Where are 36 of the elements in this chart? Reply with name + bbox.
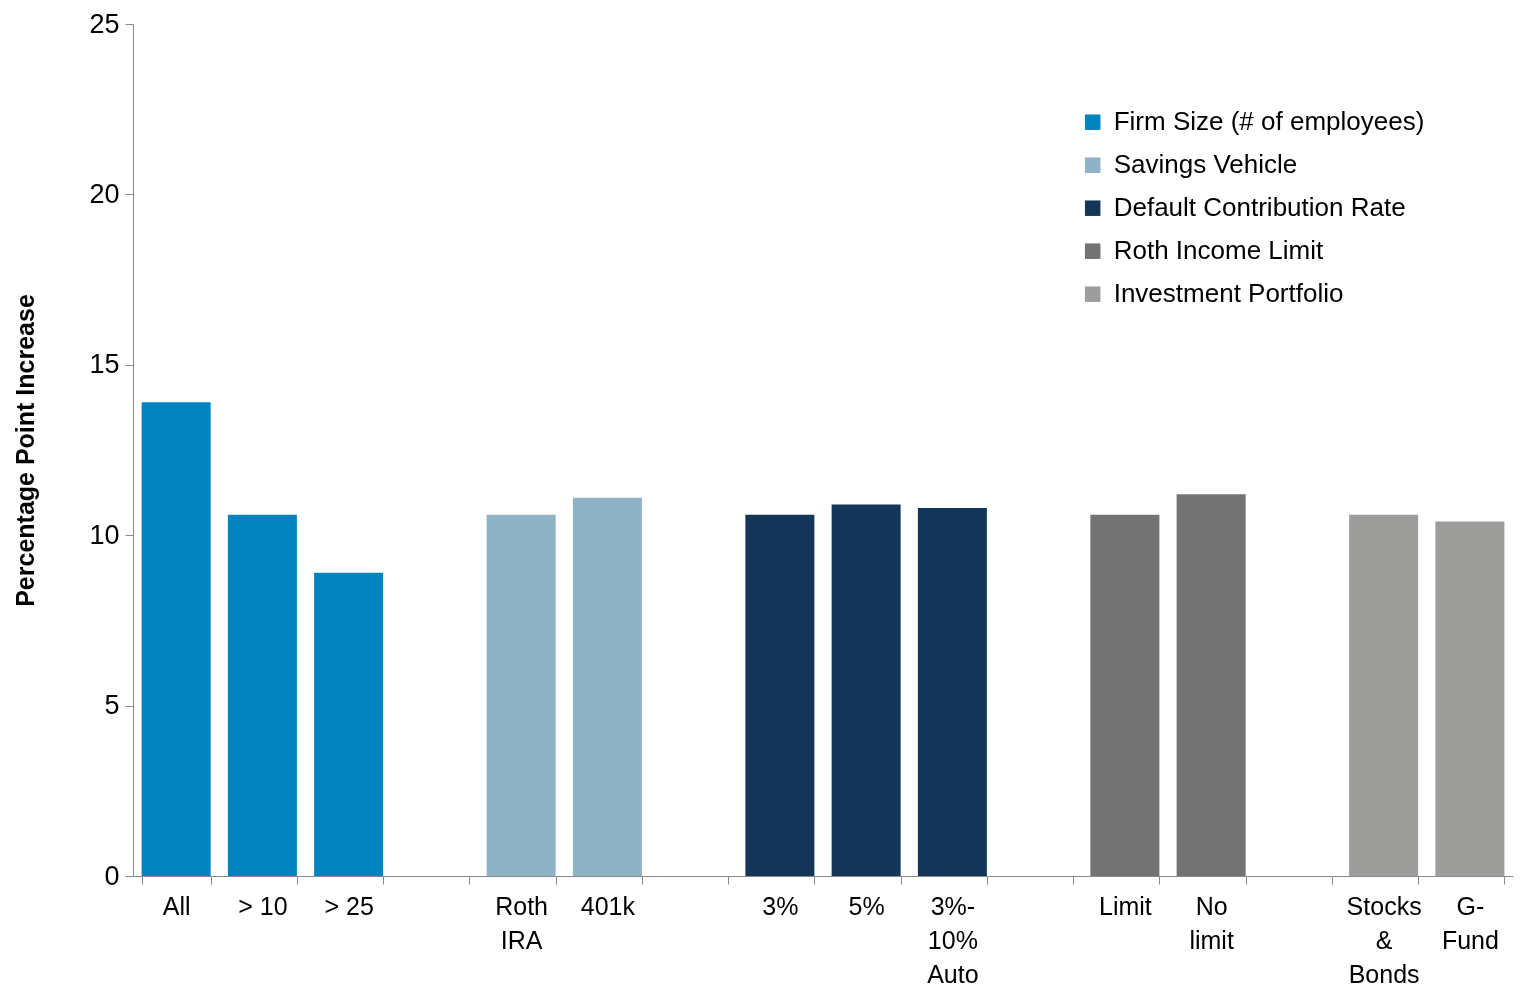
bar — [227, 514, 297, 876]
x-tick-label: 3%-10% Auto — [927, 891, 979, 988]
bar — [745, 514, 815, 876]
bar — [1349, 514, 1419, 876]
y-tick-label: 0 — [104, 860, 120, 891]
x-tick-label: No limit — [1189, 891, 1234, 954]
y-tick-label: 15 — [89, 349, 120, 380]
bar — [1435, 521, 1505, 876]
bar — [141, 402, 211, 876]
y-axis-title: Percentage Point Increase — [11, 294, 40, 607]
x-tick-label: > 10 — [238, 891, 288, 920]
bar — [572, 497, 642, 876]
x-tick-label: 5% — [848, 891, 885, 920]
y-tick-label: 20 — [89, 178, 120, 209]
legend-label: Savings Vehicle — [1113, 149, 1298, 180]
bar — [917, 507, 987, 876]
y-tick-label: 25 — [89, 8, 120, 39]
legend-label: Investment Portfolio — [1113, 278, 1344, 309]
bar — [314, 572, 384, 876]
bar — [831, 504, 901, 876]
legend-label: Roth Income Limit — [1113, 235, 1324, 266]
legend-label: Firm Size (# of employees) — [1113, 106, 1425, 137]
x-tick-label: Roth IRA — [495, 891, 549, 954]
bar — [1090, 514, 1160, 876]
x-tick-label: All — [162, 891, 191, 920]
x-tick-label: 401k — [580, 891, 636, 920]
x-tick-label: Limit — [1098, 891, 1152, 920]
y-tick-label: 5 — [104, 690, 120, 721]
x-tick-label: G-Fund — [1441, 891, 1499, 954]
x-tick-label: 3% — [762, 891, 799, 920]
bar — [486, 514, 556, 876]
y-tick-label: 10 — [89, 519, 120, 550]
bar — [1176, 494, 1246, 876]
x-tick-label: > 25 — [324, 891, 374, 920]
legend-label: Default Contribution Rate — [1113, 192, 1406, 223]
x-tick-label: Stocks & Bonds — [1346, 891, 1422, 988]
